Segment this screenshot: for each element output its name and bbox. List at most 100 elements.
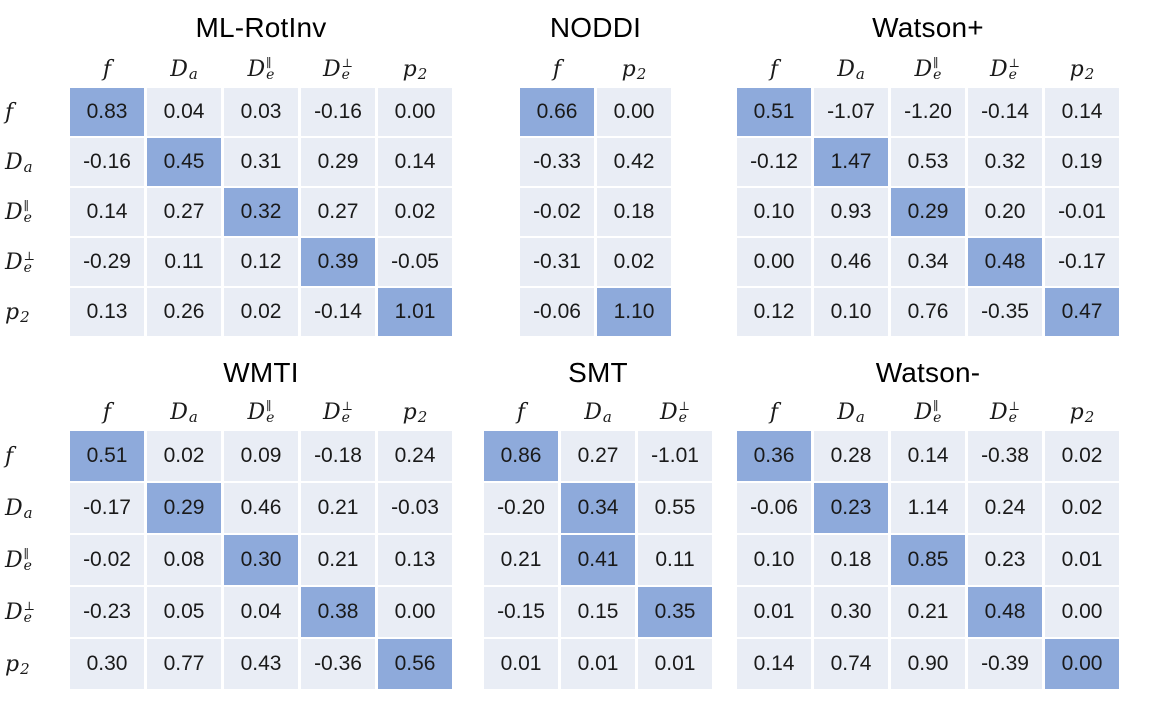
value-cell: 0.05 — [147, 587, 221, 637]
value-cell: 0.23 — [968, 535, 1042, 585]
value-cell: -0.12 — [737, 138, 811, 186]
value-cell: 0.21 — [891, 587, 965, 637]
row-header: f — [3, 88, 67, 136]
value-cell: 0.02 — [1045, 483, 1119, 533]
table-block-noddi: NODDI f p 2 0.66 0.00 -0.33 0.42 -0.02 0.18 -0.31… — [520, 4, 671, 336]
value-cell: 0.02 — [378, 188, 452, 236]
value-cell: 0.32 — [968, 138, 1042, 186]
corner-cell — [3, 395, 67, 429]
value-cell: -1.20 — [891, 88, 965, 136]
value-cell: 0.02 — [597, 238, 671, 286]
column-header: D ⊥ e — [968, 52, 1042, 86]
table-title: ML-RotInv — [195, 12, 327, 43]
value-cell: 0.02 — [1045, 431, 1119, 481]
value-cell: 0.20 — [968, 188, 1042, 236]
value-cell: 0.47 — [1045, 288, 1119, 336]
table-title: Watson+ — [872, 12, 984, 43]
value-cell: 1.47 — [814, 138, 888, 186]
column-header: D ⊥ e — [968, 395, 1042, 429]
value-cell: 1.14 — [891, 483, 965, 533]
value-cell: 0.27 — [147, 188, 221, 236]
value-cell: -0.06 — [737, 483, 811, 533]
value-cell: 0.14 — [891, 431, 965, 481]
table-title-wrap: NODDI — [520, 4, 671, 52]
table-title-wrap: Watson+ — [737, 4, 1119, 52]
table-title: NODDI — [549, 12, 642, 43]
math-symbol: D ⊥ e — [323, 399, 353, 426]
value-cell: 0.00 — [378, 587, 452, 637]
row-header: D ∥ e — [3, 535, 67, 585]
value-cell: 0.36 — [737, 431, 811, 481]
column-header: D ∥ e — [891, 395, 965, 429]
value-cell: 0.85 — [891, 535, 965, 585]
value-cell: 0.18 — [597, 188, 671, 236]
value-cell: -0.18 — [301, 431, 375, 481]
value-cell: 0.02 — [224, 288, 298, 336]
column-header: D ∥ e — [224, 52, 298, 86]
value-cell: -0.02 — [520, 188, 594, 236]
value-cell: 0.51 — [70, 431, 144, 481]
column-header: f — [520, 52, 594, 86]
value-cell: 0.08 — [147, 535, 221, 585]
value-cell: 0.28 — [814, 431, 888, 481]
column-header: f — [70, 52, 144, 86]
value-cell: -0.02 — [70, 535, 144, 585]
value-cell: 0.13 — [378, 535, 452, 585]
table-title: Watson- — [875, 356, 981, 388]
value-cell: 0.04 — [224, 587, 298, 637]
value-cell: 0.00 — [597, 88, 671, 136]
value-cell: 0.10 — [737, 535, 811, 585]
value-cell: -0.05 — [378, 238, 452, 286]
math-symbol: D ⊥ e — [990, 56, 1020, 83]
value-cell: 0.21 — [484, 535, 558, 585]
value-cell: 0.42 — [597, 138, 671, 186]
value-cell: 0.11 — [147, 238, 221, 286]
column-header: f — [70, 395, 144, 429]
value-cell: 0.76 — [891, 288, 965, 336]
value-cell: 0.83 — [70, 88, 144, 136]
value-cell: 0.01 — [561, 639, 635, 689]
math-symbol: D ∥ e — [247, 399, 275, 426]
value-cell: 0.55 — [638, 483, 712, 533]
value-cell: 0.46 — [224, 483, 298, 533]
math-symbol: D ⊥ e — [990, 399, 1020, 426]
value-cell: 0.21 — [301, 535, 375, 585]
math-symbol: f — [5, 443, 14, 469]
value-cell: 0.11 — [638, 535, 712, 585]
value-cell: -0.14 — [968, 88, 1042, 136]
value-cell: 0.45 — [147, 138, 221, 186]
value-cell: 0.01 — [638, 639, 712, 689]
value-cell: -0.29 — [70, 238, 144, 286]
math-symbol: D ∥ e — [5, 199, 32, 226]
row-header: D ⊥ e — [3, 238, 67, 286]
value-cell: 1.10 — [597, 288, 671, 336]
value-cell: 0.01 — [484, 639, 558, 689]
math-symbol: D ∥ e — [5, 547, 32, 574]
value-cell: 0.14 — [378, 138, 452, 186]
value-cell: 0.46 — [814, 238, 888, 286]
value-cell: 0.23 — [814, 483, 888, 533]
value-cell: -0.31 — [520, 238, 594, 286]
value-cell: 0.74 — [814, 639, 888, 689]
value-cell: 1.01 — [378, 288, 452, 336]
table-title: SMT — [568, 356, 628, 388]
value-cell: 0.86 — [484, 431, 558, 481]
